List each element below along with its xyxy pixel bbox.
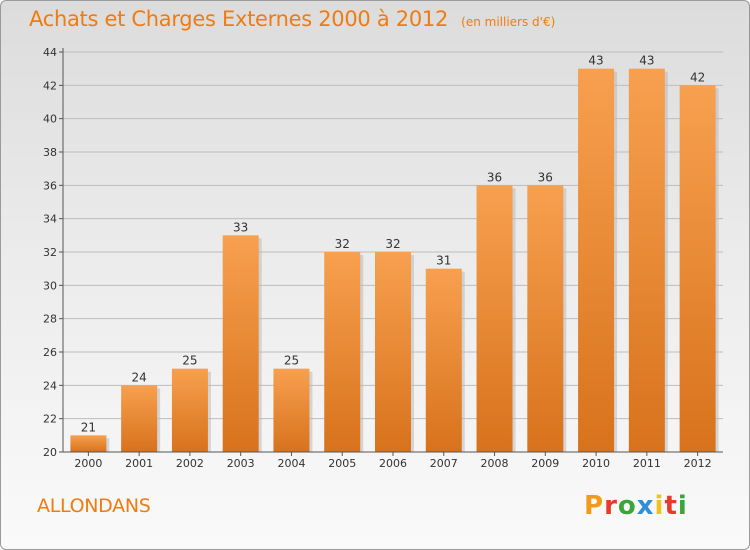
logo-letter: i [677,491,688,521]
labels: 20 22 24 26 28 30 32 34 36 38 40 42 44 21 2000 24 2001 25… [43,46,712,470]
bar [425,268,462,452]
data-label: 21 [81,420,96,434]
bar [70,435,107,452]
y-tick-label: 30 [43,279,57,292]
x-tick-label: 2007 [430,457,458,470]
y-tick-label: 22 [43,413,57,426]
x-tick-label: 2012 [684,457,712,470]
bar [324,252,361,452]
x-tick-label: 2005 [328,457,356,470]
logo-letter: r [604,491,618,521]
bar [121,385,158,452]
y-tick-label: 24 [43,379,57,392]
x-tick-label: 2010 [582,457,610,470]
x-tick-label: 2008 [481,457,509,470]
logo-letter: o [617,491,637,521]
y-tick-label: 26 [43,346,57,359]
data-label: 32 [335,237,350,251]
y-tick-label: 42 [43,79,57,92]
x-tick-label: 2001 [125,457,153,470]
data-label: 32 [385,237,400,251]
bar [578,68,615,453]
data-label: 36 [487,170,502,184]
bar [375,252,411,452]
data-label: 43 [639,54,654,68]
y-tick-label: 20 [43,446,57,459]
axes [59,48,723,456]
data-label: 25 [284,354,299,368]
bar [171,368,208,452]
bars [70,68,719,453]
bar [527,185,564,453]
logo-letter: x [636,491,655,521]
data-label: 33 [233,220,248,234]
y-tick-label: 28 [43,313,57,326]
data-label: 36 [538,170,553,184]
y-tick-label: 40 [43,113,57,126]
x-tick-label: 2003 [227,457,255,470]
x-tick-label: 2004 [277,457,305,470]
y-tick-label: 44 [43,46,57,59]
bar [273,368,310,452]
x-tick-label: 2006 [379,457,407,470]
y-tick-label: 36 [43,179,57,192]
logo-letter: t [664,491,678,521]
x-tick-label: 2002 [176,457,204,470]
x-tick-label: 2009 [531,457,559,470]
x-tick-label: 2000 [74,457,102,470]
chart-title-block: Achats et Charges Externes 2000 à 2012 (… [29,7,555,31]
y-tick-label: 32 [43,246,57,259]
data-label: 24 [132,370,147,384]
proxiti-logo[interactable]: Proxiti [584,491,688,521]
logo-letter: i [654,491,665,521]
x-tick-label: 2011 [633,457,661,470]
bar [222,235,259,452]
bar [476,185,513,453]
chart-unit: (en milliers d'€) [461,15,556,29]
commune-name: ALLONDANS [37,495,151,517]
chart-title: Achats et Charges Externes 2000 à 2012 [29,7,449,31]
bar [679,85,716,452]
y-tick-label: 34 [43,213,57,226]
logo-letter: P [584,491,605,521]
bar [628,68,665,453]
data-label: 25 [182,354,197,368]
data-label: 43 [588,54,603,68]
y-tick-label: 38 [43,146,57,159]
data-label: 31 [436,254,451,268]
data-label: 42 [690,70,705,84]
